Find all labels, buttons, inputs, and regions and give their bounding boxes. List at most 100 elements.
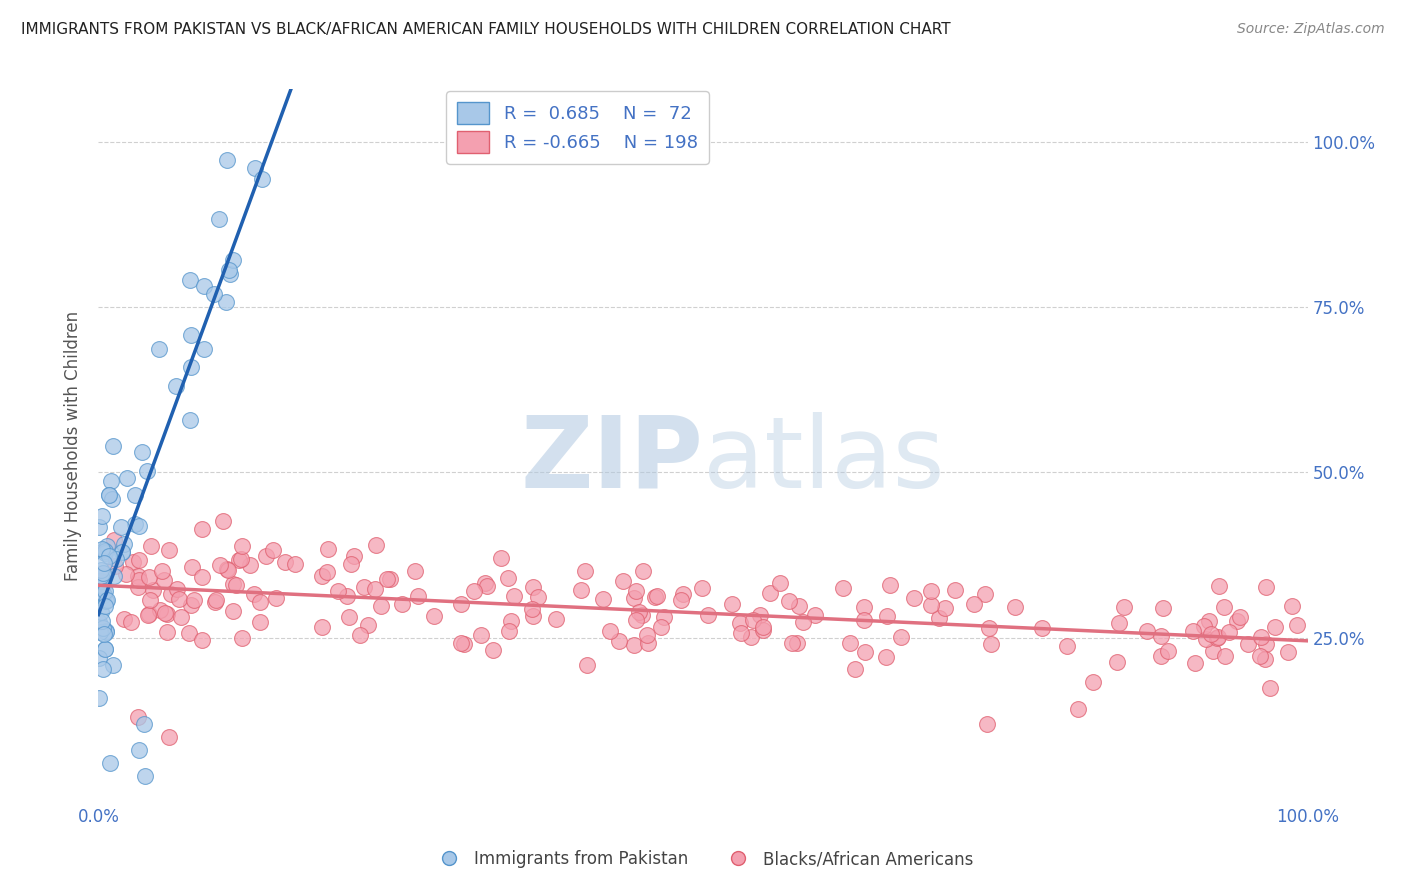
Point [1182,624,1205,639]
Point [353,580,375,594]
Point [243,587,266,601]
Point [502,589,524,603]
Point [624,614,647,628]
Point [202,287,225,301]
Point [98,488,121,502]
Point [124,516,146,531]
Point [94,624,117,639]
Point [217,561,239,575]
Point [94,625,117,640]
Point [522,580,544,594]
Text: IMMIGRANTS FROM PAKISTAN VS BLACK/AFRICAN AMERICAN FAMILY HOUSEHOLDS WITH CHILDR: IMMIGRANTS FROM PAKISTAN VS BLACK/AFRICA… [21,22,950,37]
Point [157,543,180,558]
Point [136,607,159,622]
Point [90,605,112,619]
Point [90,562,112,576]
Point [229,551,252,566]
Point [127,580,149,594]
Point [1218,625,1240,640]
Point [669,593,692,607]
Point [636,628,658,642]
Point [963,597,986,611]
Point [103,569,125,583]
Point [752,620,775,634]
Point [920,598,942,612]
Point [222,577,245,591]
Point [780,636,803,650]
Point [104,558,127,573]
Text: Source: ZipAtlas.com: Source: ZipAtlas.com [1237,22,1385,37]
Point [93,545,115,559]
Point [1004,599,1026,614]
Point [337,610,360,624]
Point [155,606,177,620]
Point [1067,702,1090,716]
Point [1184,656,1206,670]
Point [138,570,160,584]
Point [110,520,132,534]
Point [1226,614,1249,628]
Point [1206,632,1229,646]
Point [792,615,814,629]
Point [94,594,117,608]
Point [93,556,115,570]
Point [179,625,201,640]
Point [87,520,110,534]
Point [928,611,950,625]
Point [245,161,267,175]
Point [93,542,115,557]
Point [212,514,235,528]
Point [122,555,145,569]
Point [852,614,875,628]
Point [101,658,124,673]
Point [1192,619,1215,633]
Point [228,553,250,567]
Point [546,612,568,626]
Point [1114,600,1136,615]
Point [90,509,112,524]
Point [839,636,862,650]
Point [920,583,942,598]
Point [222,604,245,618]
Point [239,558,262,573]
Point [832,582,855,596]
Point [592,592,614,607]
Point [976,716,998,731]
Point [1083,674,1105,689]
Point [112,612,135,626]
Point [422,608,444,623]
Point [342,549,364,563]
Point [378,572,401,586]
Point [157,730,180,744]
Point [612,574,634,588]
Point [103,533,125,547]
Point [101,439,124,453]
Point [522,609,544,624]
Point [90,574,112,588]
Text: atlas: atlas [703,412,945,508]
Point [450,636,472,650]
Point [491,550,513,565]
Point [128,519,150,533]
Point [1108,616,1130,631]
Point [628,605,651,619]
Point [264,591,287,605]
Point [316,541,339,556]
Point [127,710,149,724]
Point [406,589,429,603]
Point [100,474,122,488]
Point [1213,648,1236,663]
Point [98,756,121,771]
Point [876,608,898,623]
Point [652,609,675,624]
Point [90,568,112,582]
Point [1250,631,1272,645]
Point [759,586,782,600]
Point [1258,681,1281,696]
Point [134,769,156,783]
Point [690,581,713,595]
Point [93,584,115,599]
Point [1198,615,1220,629]
Point [364,538,387,552]
Point [209,558,232,573]
